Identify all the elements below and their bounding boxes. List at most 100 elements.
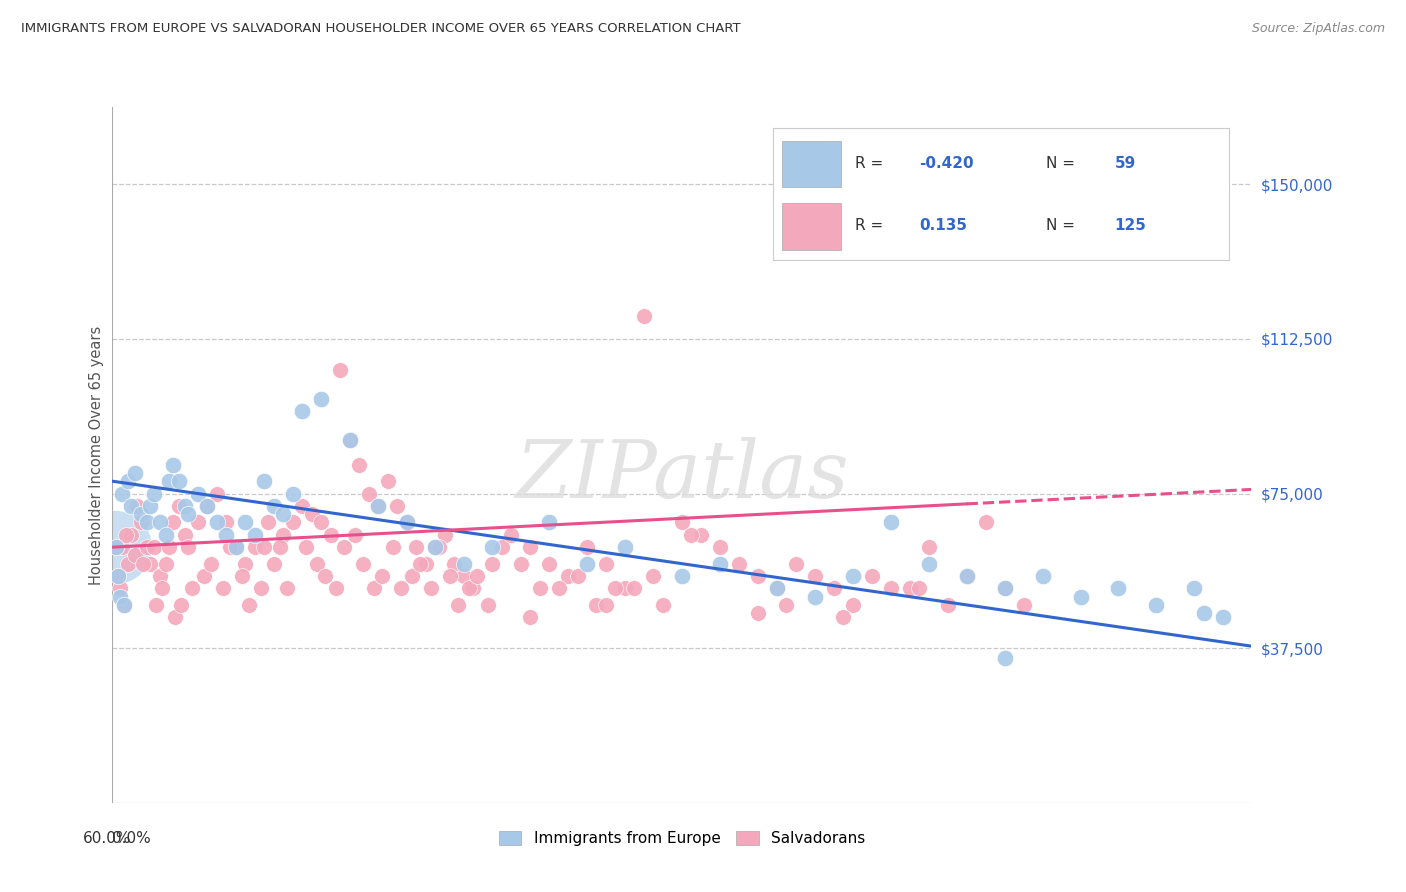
Point [121,499,143,513]
Point [453,569,475,583]
Point [519,610,541,624]
Point [395,516,418,530]
Point [135,540,157,554]
Text: 60.0%: 60.0% [83,830,132,846]
Point [135,516,157,530]
Point [314,569,336,583]
Point [263,499,285,513]
Point [291,404,314,418]
Point [804,569,827,583]
Point [159,474,180,488]
Point [367,499,389,513]
Point [371,569,394,583]
Point [114,528,136,542]
Point [127,499,149,513]
Point [443,557,465,571]
Point [319,528,342,542]
Point [447,598,470,612]
Point [395,516,418,530]
Point [439,569,461,583]
Point [162,458,184,472]
Point [357,486,380,500]
Point [339,433,361,447]
Point [652,598,675,612]
Text: 0.0%: 0.0% [112,830,152,846]
Point [195,499,219,513]
Point [143,486,166,500]
Point [576,557,599,571]
Point [219,540,242,554]
Legend: Immigrants from Europe, Salvadorans: Immigrants from Europe, Salvadorans [494,827,870,851]
Point [785,557,807,571]
Point [170,598,193,612]
Point [775,598,797,612]
Point [117,474,139,488]
Point [139,499,162,513]
Point [405,540,427,554]
Point [465,569,488,583]
Point [108,590,131,604]
Point [974,516,997,530]
Point [281,516,304,530]
Point [747,606,769,620]
Point [1032,569,1054,583]
Point [415,557,437,571]
Point [162,516,184,530]
Point [307,557,329,571]
Point [509,557,531,571]
Point [129,516,152,530]
Point [613,540,636,554]
Point [643,569,665,583]
Point [112,598,135,612]
Point [956,569,979,583]
Text: ZIPatlas: ZIPatlas [515,437,849,515]
Point [461,582,484,596]
Point [104,540,127,554]
Point [291,499,314,513]
Point [167,474,190,488]
Point [689,528,711,542]
Point [389,582,412,596]
Point [595,598,617,612]
Point [709,557,731,571]
Point [841,598,863,612]
Text: IMMIGRANTS FROM EUROPE VS SALVADORAN HOUSEHOLDER INCOME OVER 65 YEARS CORRELATIO: IMMIGRANTS FROM EUROPE VS SALVADORAN HOU… [21,22,741,36]
Point [215,516,238,530]
Point [993,651,1015,665]
Point [709,540,731,554]
Point [377,474,399,488]
Point [195,499,219,513]
Point [107,569,129,583]
Point [880,582,903,596]
Point [205,516,228,530]
Point [173,499,195,513]
Point [329,363,352,377]
Point [177,540,200,554]
Point [238,598,260,612]
Point [481,540,503,554]
Point [382,540,405,554]
Point [804,590,827,604]
Point [681,528,703,542]
Point [529,582,551,596]
Point [547,582,569,596]
Point [150,582,173,596]
Point [139,557,162,571]
Point [149,569,172,583]
Point [132,557,155,571]
Point [187,516,209,530]
Point [1012,598,1035,612]
Point [537,516,560,530]
Point [501,528,523,542]
Point [173,528,195,542]
Point [385,499,409,513]
Point [765,582,787,596]
Point [309,392,332,406]
Point [557,569,579,583]
Point [765,582,787,596]
Point [333,540,356,554]
Point [747,569,769,583]
Point [121,528,143,542]
Point [936,598,959,612]
Point [243,540,266,554]
